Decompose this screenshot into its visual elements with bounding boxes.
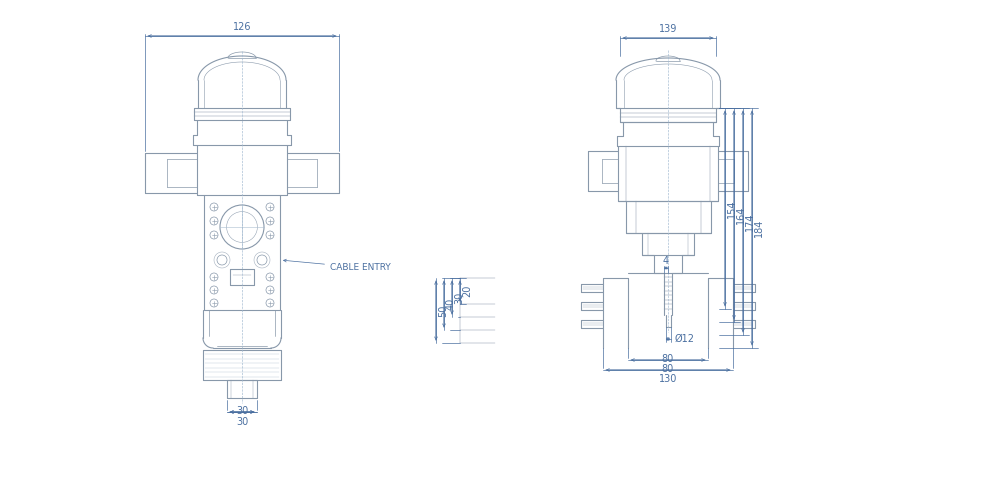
Text: 40: 40 — [446, 298, 456, 310]
Text: 20: 20 — [462, 285, 472, 297]
Text: 50: 50 — [438, 304, 448, 317]
Text: CABLE ENTRY: CABLE ENTRY — [284, 259, 390, 272]
Text: Ø12: Ø12 — [674, 334, 694, 344]
Text: 130: 130 — [658, 374, 677, 384]
Text: 126: 126 — [233, 22, 251, 32]
Text: 139: 139 — [658, 24, 677, 34]
Text: 80: 80 — [662, 364, 674, 374]
Text: 154: 154 — [727, 199, 737, 218]
Text: 174: 174 — [745, 212, 755, 231]
Text: 30: 30 — [236, 417, 248, 427]
Text: 30: 30 — [236, 406, 248, 416]
Text: 184: 184 — [754, 219, 764, 237]
Text: 80: 80 — [662, 354, 674, 364]
Text: 4: 4 — [663, 256, 669, 266]
Text: 30: 30 — [454, 292, 464, 304]
Text: 164: 164 — [736, 206, 746, 224]
